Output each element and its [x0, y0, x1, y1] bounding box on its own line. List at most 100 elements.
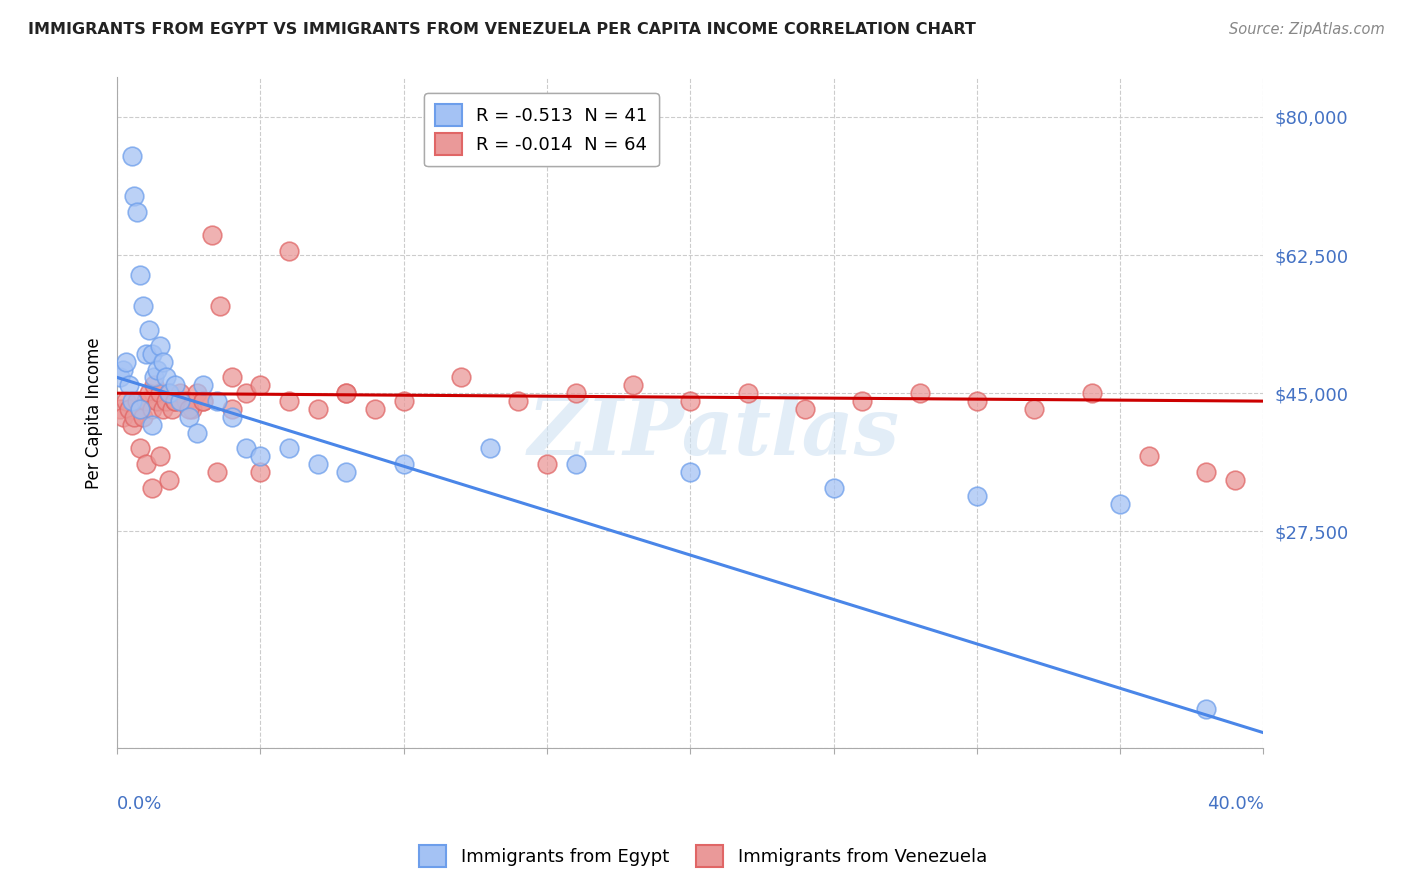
Point	[1137, 450, 1160, 464]
Point	[124, 189, 146, 203]
Y-axis label: Per Capita Income: Per Capita Income	[86, 337, 103, 489]
Point	[249, 465, 271, 479]
Point	[155, 394, 177, 409]
Point	[851, 394, 873, 409]
Point	[146, 362, 169, 376]
Point	[149, 339, 172, 353]
Point	[307, 457, 329, 471]
Point	[335, 465, 357, 479]
Point	[966, 489, 988, 503]
Point	[207, 394, 229, 409]
Point	[621, 378, 644, 392]
Point	[278, 394, 301, 409]
Point	[307, 402, 329, 417]
Point	[163, 394, 186, 409]
Point	[174, 394, 197, 409]
Point	[737, 386, 759, 401]
Text: ZIPatlas: ZIPatlas	[527, 394, 900, 472]
Point	[966, 394, 988, 409]
Point	[335, 386, 357, 401]
Point	[335, 386, 357, 401]
Point	[908, 386, 931, 401]
Point	[138, 386, 160, 401]
Point	[163, 378, 186, 392]
Point	[201, 228, 224, 243]
Point	[111, 362, 134, 376]
Point	[127, 394, 149, 409]
Point	[278, 244, 301, 259]
Point	[114, 394, 136, 409]
Point	[132, 299, 155, 313]
Point	[129, 402, 152, 417]
Point	[146, 394, 169, 409]
Point	[121, 394, 143, 409]
Point	[364, 402, 387, 417]
Point	[191, 394, 214, 409]
Text: IMMIGRANTS FROM EGYPT VS IMMIGRANTS FROM VENEZUELA PER CAPITA INCOME CORRELATION: IMMIGRANTS FROM EGYPT VS IMMIGRANTS FROM…	[28, 22, 976, 37]
Point	[169, 386, 191, 401]
Point	[149, 450, 172, 464]
Point	[108, 402, 131, 417]
Point	[679, 465, 702, 479]
Point	[143, 378, 166, 392]
Point	[152, 402, 174, 417]
Point	[141, 481, 163, 495]
Point	[1195, 465, 1218, 479]
Text: Source: ZipAtlas.com: Source: ZipAtlas.com	[1229, 22, 1385, 37]
Legend: Immigrants from Egypt, Immigrants from Venezuela: Immigrants from Egypt, Immigrants from V…	[412, 838, 994, 874]
Point	[235, 442, 257, 456]
Point	[392, 394, 415, 409]
Point	[129, 402, 152, 417]
Point	[141, 417, 163, 432]
Point	[141, 402, 163, 417]
Point	[221, 402, 243, 417]
Point	[135, 394, 157, 409]
Point	[1080, 386, 1102, 401]
Point	[794, 402, 817, 417]
Point	[1195, 702, 1218, 716]
Point	[1024, 402, 1046, 417]
Point	[1109, 497, 1132, 511]
Point	[157, 473, 180, 487]
Point	[157, 386, 180, 401]
Text: 0.0%: 0.0%	[117, 796, 163, 814]
Point	[149, 386, 172, 401]
Point	[221, 370, 243, 384]
Point	[207, 465, 229, 479]
Point	[249, 378, 271, 392]
Text: 40.0%: 40.0%	[1206, 796, 1264, 814]
Point	[108, 370, 131, 384]
Point	[249, 450, 271, 464]
Point	[127, 204, 149, 219]
Point	[186, 425, 208, 440]
Point	[160, 402, 183, 417]
Point	[169, 394, 191, 409]
Point	[155, 370, 177, 384]
Point	[278, 442, 301, 456]
Point	[209, 299, 232, 313]
Point	[679, 394, 702, 409]
Point	[478, 442, 501, 456]
Point	[450, 370, 472, 384]
Point	[564, 457, 586, 471]
Point	[135, 347, 157, 361]
Point	[186, 386, 208, 401]
Point	[221, 409, 243, 424]
Point	[191, 394, 214, 409]
Point	[143, 370, 166, 384]
Point	[157, 386, 180, 401]
Point	[132, 409, 155, 424]
Point	[129, 268, 152, 282]
Point	[564, 386, 586, 401]
Point	[124, 409, 146, 424]
Point	[392, 457, 415, 471]
Point	[177, 409, 200, 424]
Point	[180, 402, 202, 417]
Point	[118, 402, 141, 417]
Point	[235, 386, 257, 401]
Point	[129, 442, 152, 456]
Point	[536, 457, 558, 471]
Point	[163, 394, 186, 409]
Point	[138, 323, 160, 337]
Point	[508, 394, 530, 409]
